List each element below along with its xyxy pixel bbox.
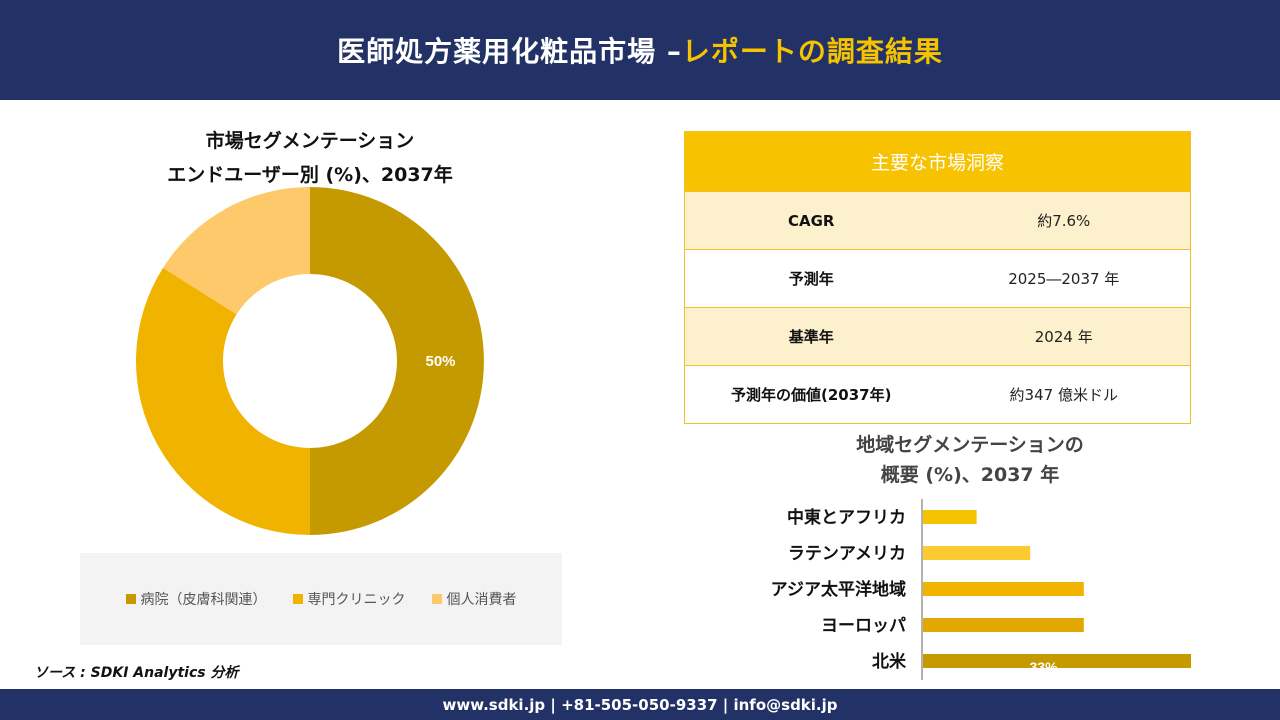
region-label: ラテンアメリカ — [788, 544, 906, 564]
regional-title-line2: 概要 (%)、2037 年 — [880, 464, 1060, 486]
insight-key: 予測年の価値(2037年) — [731, 386, 892, 404]
legend-swatch-consumer — [431, 594, 442, 604]
region-label: 北米 — [872, 651, 907, 672]
region-label: アジア太平洋地域 — [771, 579, 906, 600]
regional-title-line1: 地域セグメンテーションの — [856, 434, 1084, 456]
contact-info: www.sdki.jp | +81-505-050-9337 | info@sd… — [442, 695, 838, 714]
legend-item-hospital: 病院（皮膚科関連） — [125, 589, 267, 609]
donut-slice — [310, 187, 484, 535]
market-insights-table: 主要な市場洞察 CAGR 約7.6% 予測年 2025―2037 年 基準年 2… — [684, 131, 1191, 424]
insight-row-forecast-period: 予測年 2025―2037 年 — [685, 249, 1190, 307]
page-title: 医師処方薬用化粧品市場 –レポートの調査結果 — [337, 30, 943, 70]
donut-data-label: 50% — [425, 353, 455, 370]
region-bar — [923, 618, 1084, 632]
insight-row-forecast-value: 予測年の価値(2037年) 約347 億米ドル — [685, 365, 1190, 423]
insights-title: 主要な市場洞察 — [685, 132, 1190, 191]
regional-chart-title: 地域セグメンテーションの 概要 (%)、2037 年 — [780, 430, 1160, 490]
footer-bar: www.sdki.jp | +81-505-050-9337 | info@sd… — [0, 689, 1280, 720]
legend-item-clinic: 専門クリニック — [292, 589, 406, 609]
insight-row-base-year: 基準年 2024 年 — [685, 307, 1190, 365]
insight-key: CAGR — [788, 211, 835, 230]
donut-legend: 病院（皮膚科関連） 専門クリニック 個人消費者 — [80, 553, 562, 645]
legend-swatch-hospital — [125, 594, 136, 604]
region-bar — [923, 582, 1084, 596]
donut-chart-title: 市場セグメンテーション エンドユーザー別 (%)、2037年 — [110, 124, 510, 192]
insight-row-cagr: CAGR 約7.6% — [685, 191, 1190, 249]
donut-title-line1: 市場セグメンテーション — [205, 130, 415, 152]
insight-key: 予測年 — [788, 270, 834, 288]
insight-value: 約347 億米ドル — [1009, 386, 1118, 404]
bar-data-label: 33% — [1030, 659, 1059, 675]
region-label: 中東とアフリカ — [787, 507, 906, 528]
legend-item-consumer: 個人消費者 — [431, 589, 517, 609]
donut-chart: 50% — [136, 187, 484, 535]
legend-label-clinic: 専門クリニック — [307, 592, 406, 608]
header-banner: 医師処方薬用化粧品市場 –レポートの調査結果 — [0, 0, 1280, 100]
insight-value: 2024 年 — [1034, 328, 1093, 346]
donut-slice — [163, 187, 310, 315]
region-bar — [923, 654, 1191, 668]
title-main: 医師処方薬用化粧品市場 – — [337, 35, 682, 68]
donut-slice — [136, 267, 310, 535]
legend-swatch-clinic — [292, 594, 303, 604]
source-note: ソース : SDKI Analytics 分析 — [34, 665, 239, 681]
title-accent: レポートの調査結果 — [681, 35, 943, 68]
legend-label-consumer: 個人消費者 — [446, 592, 517, 608]
donut-title-line2: エンドユーザー別 (%)、2037年 — [167, 164, 453, 186]
insight-value: 2025―2037 年 — [1008, 270, 1120, 288]
region-label: ヨーロッパ — [821, 616, 906, 636]
insight-key: 基準年 — [788, 328, 834, 346]
region-bar — [923, 546, 1031, 560]
legend-label-hospital: 病院（皮膚科関連） — [140, 592, 267, 608]
insight-value: 約7.6% — [1037, 212, 1091, 230]
region-bar — [923, 510, 977, 524]
